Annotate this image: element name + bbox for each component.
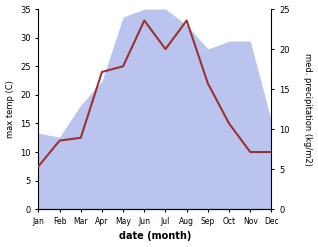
X-axis label: date (month): date (month) [119,231,191,242]
Y-axis label: max temp (C): max temp (C) [5,80,15,138]
Y-axis label: med. precipitation (kg/m2): med. precipitation (kg/m2) [303,53,313,165]
